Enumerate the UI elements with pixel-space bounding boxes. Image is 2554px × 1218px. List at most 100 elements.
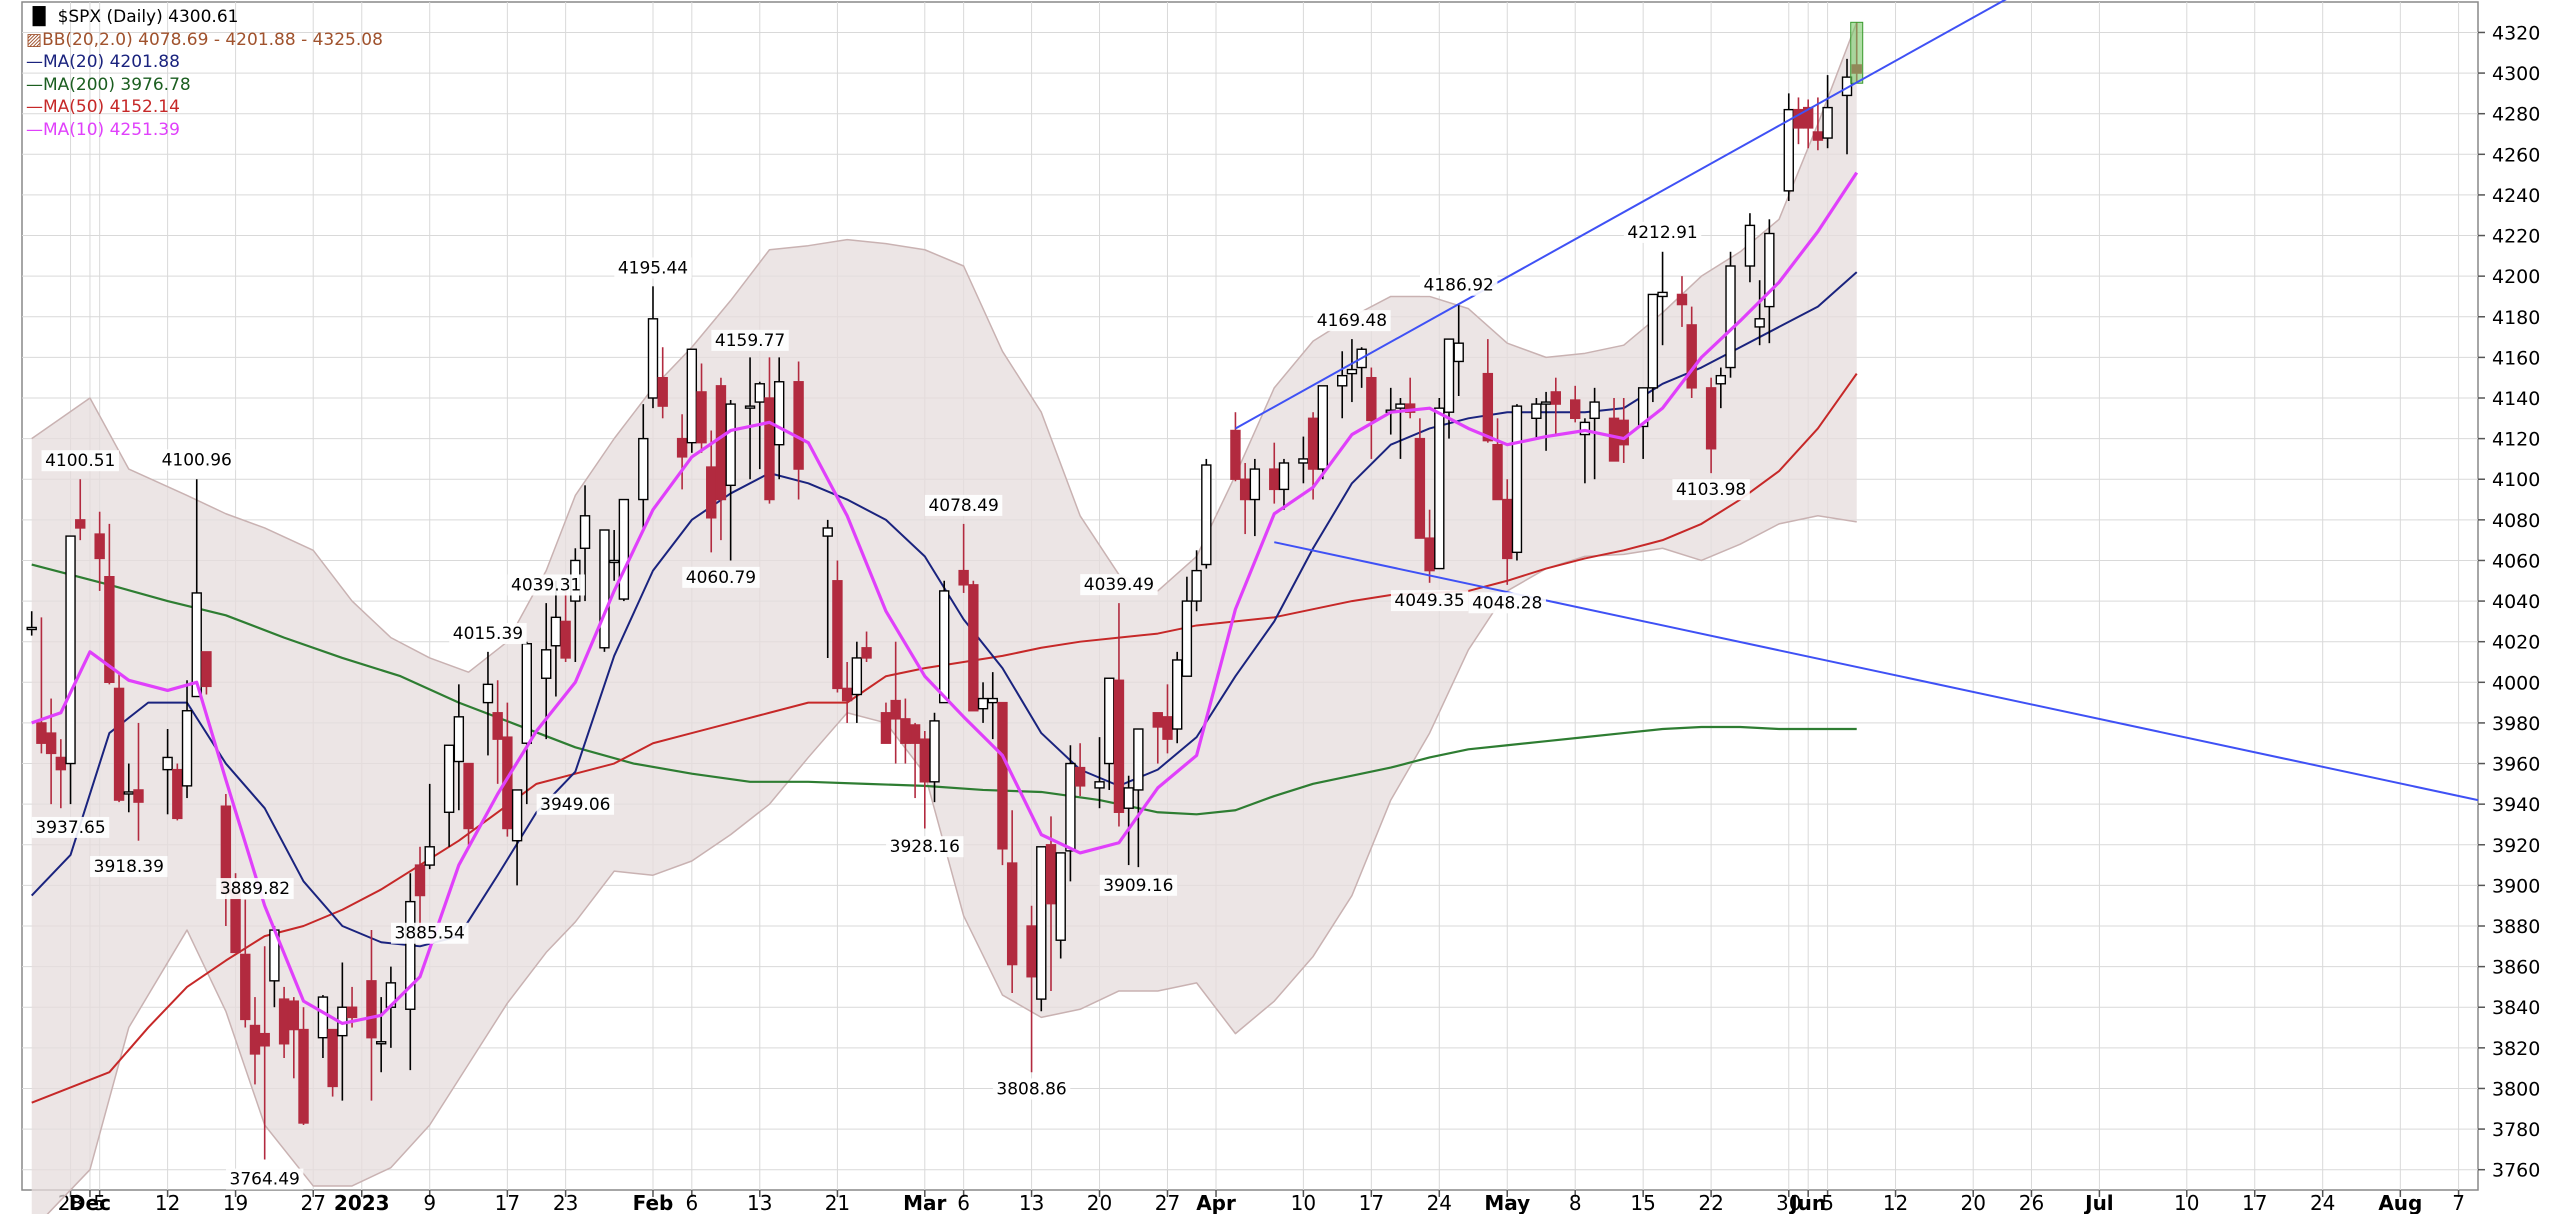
candle-body <box>1171 659 1183 730</box>
ma200-swatch-icon: — <box>26 74 43 95</box>
x-tick-label: 15 <box>1630 1191 1655 1214</box>
candle-body <box>618 498 630 600</box>
x-tick-label: 5 <box>93 1191 106 1214</box>
candle-body <box>327 1028 338 1088</box>
candle-body <box>375 1041 387 1045</box>
x-tick-label: 5 <box>1821 1191 1834 1214</box>
candle-body <box>706 466 717 519</box>
price-label-bg <box>1468 592 1546 614</box>
trendline <box>1234 0 2007 430</box>
price-label-bg <box>992 1078 1071 1100</box>
candle-body <box>696 391 707 444</box>
candle-body <box>1239 478 1251 501</box>
price-label-bg <box>924 494 1003 516</box>
ma10-swatch-icon: — <box>26 119 43 140</box>
y-tick-label: 4100 <box>2492 469 2540 491</box>
candle-body <box>482 683 494 704</box>
candle-body <box>1676 293 1688 306</box>
candle-body <box>172 768 183 820</box>
candle-body <box>579 515 591 549</box>
y-tick-label: 4320 <box>2492 22 2540 44</box>
price-label-bg <box>158 449 236 471</box>
price-label: 4169.48 <box>1317 311 1387 331</box>
candle-body <box>861 647 872 659</box>
candle-body <box>123 791 134 795</box>
y-tick-label: 4220 <box>2492 226 2540 248</box>
y-tick-label: 3980 <box>2492 713 2540 735</box>
candle-body <box>550 616 562 647</box>
candle-body <box>725 403 736 487</box>
legend-ma10: —MA(10) 4251.39 <box>26 119 180 140</box>
y-tick-label: 3860 <box>2492 957 2540 979</box>
candle-body <box>1104 677 1115 765</box>
candle-body <box>909 724 921 744</box>
candle-body <box>773 381 785 446</box>
ma50-line <box>31 373 1858 1104</box>
candle-body <box>1045 844 1057 905</box>
x-tick-label: 10 <box>1291 1191 1316 1214</box>
candle-body <box>1540 401 1552 405</box>
candle-body <box>1152 712 1163 728</box>
chart-candles-icon: ▐▌ <box>26 7 53 27</box>
price-label: 3885.54 <box>395 924 465 944</box>
candle-body <box>1346 368 1358 375</box>
candle-body <box>1366 376 1377 422</box>
x-tick-label: 30 <box>1776 1191 1801 1214</box>
x-tick-label: 8 <box>1569 1191 1582 1214</box>
candle-body <box>346 1006 358 1019</box>
candle-body <box>366 980 377 1039</box>
candle-body <box>977 697 989 710</box>
candle-body <box>1201 464 1212 566</box>
price-label: 4212.91 <box>1627 223 1697 243</box>
candle-body <box>560 620 571 659</box>
candle-body <box>1802 106 1814 129</box>
price-label: 4039.31 <box>511 575 581 595</box>
y-tick-label: 4200 <box>2492 266 2540 288</box>
candle-body <box>754 383 765 403</box>
price-label-bg <box>682 566 760 588</box>
candle-body <box>424 846 435 866</box>
x-tick-label: 22 <box>1698 1191 1723 1214</box>
candle-body <box>1036 846 1047 1000</box>
candle-body <box>249 1024 261 1055</box>
y-tick-label: 4260 <box>2492 144 2540 166</box>
bb-swatch-icon: ▨ <box>26 29 43 50</box>
candle-body <box>1502 498 1513 560</box>
candle-body <box>1181 600 1193 677</box>
candle-body <box>26 626 37 631</box>
candle-body <box>647 318 659 399</box>
candle-body <box>1065 762 1076 852</box>
candle-body <box>259 1032 270 1047</box>
x-tick-label: 26 <box>2019 1191 2044 1214</box>
candle-body <box>453 716 465 763</box>
price-label: 4049.35 <box>1394 591 1464 611</box>
legend-ma200: —MA(200) 3976.78 <box>26 74 191 95</box>
x-tick-label: 20 <box>1087 1191 1112 1214</box>
candle-body <box>657 376 668 407</box>
x-tick-label: 21 <box>825 1191 850 1214</box>
candle-body <box>298 1028 309 1124</box>
candle-body <box>958 569 969 586</box>
candle-body <box>1094 781 1105 789</box>
candle-body <box>240 953 251 1021</box>
candle-body <box>1579 421 1591 436</box>
price-label-bg <box>1390 590 1469 612</box>
candle-body <box>1511 405 1523 554</box>
x-tick-label: 7 <box>2452 1191 2465 1214</box>
ma50-swatch-icon: — <box>26 97 43 117</box>
candle-body <box>133 789 144 803</box>
candle-body <box>1550 391 1561 405</box>
candle-body <box>1269 468 1280 491</box>
candle-body <box>1492 444 1503 501</box>
price-label-bg <box>1420 274 1498 296</box>
candle-body <box>162 756 173 771</box>
y-tick-label: 4020 <box>2492 632 2540 654</box>
y-tick-label: 4080 <box>2492 510 2540 532</box>
x-tick-label: Dec <box>69 1191 111 1214</box>
candle-body <box>1793 108 1804 129</box>
price-label-bg <box>711 329 789 351</box>
candle-body <box>1434 407 1445 570</box>
candle-body <box>278 998 290 1045</box>
candle-body <box>511 789 523 842</box>
